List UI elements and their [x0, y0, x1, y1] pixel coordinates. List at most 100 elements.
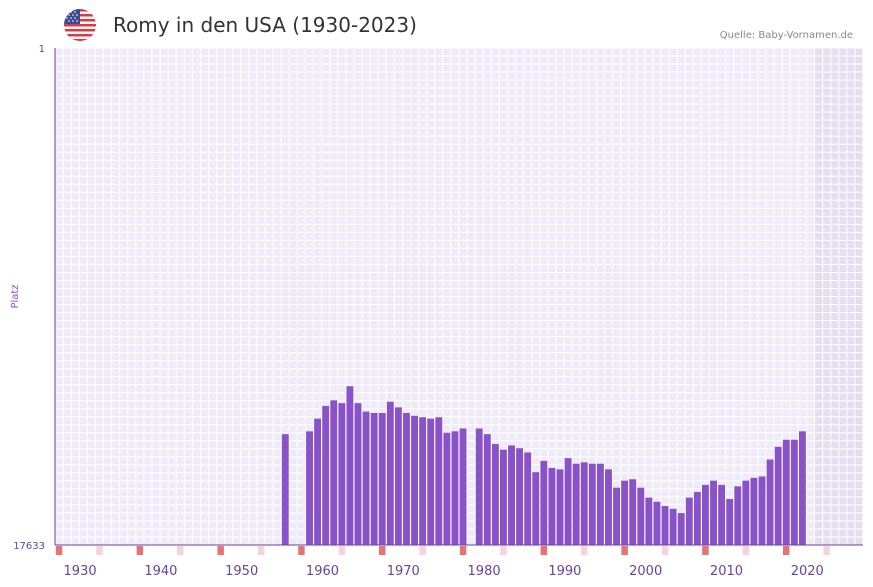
year-markers: [55, 546, 830, 555]
bar: [378, 412, 386, 545]
bar: [475, 428, 483, 545]
bar: [564, 458, 572, 545]
source-credit: Quelle: Baby-Vornamen.de: [719, 30, 853, 41]
bar: [710, 480, 717, 545]
bar: [403, 412, 410, 545]
bar: [548, 467, 556, 545]
bar: [669, 508, 677, 545]
bar: [726, 498, 734, 545]
decade-marker: [217, 546, 224, 555]
bar: [500, 449, 507, 545]
y-tick-label-bottom: 17633: [13, 541, 45, 552]
bar: [451, 431, 459, 545]
decade-marker: [55, 546, 63, 555]
bar: [306, 431, 313, 545]
half-decade-marker: [338, 546, 346, 555]
bar: [661, 506, 669, 545]
half-decade-marker: [742, 546, 750, 555]
x-tick-label: 2000: [629, 564, 662, 579]
x-tick-label: 1930: [64, 564, 97, 579]
bar: [629, 479, 637, 545]
x-tick-label: 1960: [306, 564, 339, 579]
decade-marker: [298, 546, 305, 555]
bar: [435, 417, 443, 545]
bar: [281, 434, 289, 545]
bar: [314, 418, 322, 545]
bar: [637, 487, 645, 545]
bar: [580, 462, 588, 545]
bar: [362, 411, 370, 545]
bar: [702, 484, 709, 545]
bar: [645, 497, 653, 545]
decade-marker: [621, 546, 628, 555]
bar: [790, 439, 798, 545]
bar: [758, 476, 766, 545]
bar: [459, 428, 467, 545]
x-tick-label: 1980: [468, 564, 501, 579]
bar: [338, 403, 346, 545]
bar: [588, 463, 596, 545]
bar: [540, 460, 548, 545]
decade-marker: [783, 546, 790, 555]
bar: [782, 439, 790, 545]
half-decade-marker: [96, 546, 103, 555]
bar: [718, 484, 726, 545]
decade-marker: [702, 546, 709, 555]
bar: [621, 480, 629, 545]
grid-lines: [54, 47, 864, 546]
half-decade-marker: [823, 546, 830, 555]
bar: [491, 444, 499, 545]
x-tick-label: 1940: [144, 564, 177, 579]
half-decade-marker: [177, 546, 184, 555]
bar: [394, 407, 402, 545]
usa-flag-icon: [64, 9, 96, 41]
bar: [605, 469, 612, 545]
bar: [677, 513, 685, 545]
bar: [798, 431, 806, 545]
bars: [281, 386, 806, 545]
y-axis-label: Platz: [10, 284, 21, 308]
bar: [411, 415, 418, 545]
bar: [613, 487, 620, 545]
half-decade-marker: [419, 546, 426, 555]
decade-marker: [540, 546, 548, 555]
axes: 1 17633 Platz: [10, 44, 863, 552]
decade-marker: [136, 546, 144, 555]
x-tick-label: 1990: [548, 564, 581, 579]
half-decade-marker: [581, 546, 588, 555]
bar: [322, 405, 330, 545]
bar: [524, 452, 532, 545]
x-tick-labels: 1930 1940 1950 1960 1970 1980 1990 2000 2010 2020: [64, 564, 824, 579]
bar: [685, 497, 693, 545]
half-decade-marker: [661, 546, 669, 555]
bar: [386, 401, 394, 545]
y-tick-label-top: 1: [39, 44, 45, 55]
x-tick-label: 1970: [387, 564, 420, 579]
bar: [742, 480, 750, 545]
x-tick-label: 2020: [791, 564, 824, 579]
x-tick-label: 2010: [710, 564, 743, 579]
bar: [370, 412, 378, 545]
bar: [483, 434, 491, 545]
x-tick-label: 1950: [225, 564, 258, 579]
bar: [774, 446, 782, 545]
bar: [330, 400, 338, 545]
bar: [653, 501, 661, 545]
bar: [734, 486, 742, 545]
decade-marker: [459, 546, 467, 555]
bar: [419, 417, 427, 545]
bar: [516, 448, 524, 545]
bar: [427, 418, 435, 545]
decade-marker: [379, 546, 386, 555]
half-decade-marker: [500, 546, 507, 555]
bar: [532, 472, 540, 545]
bar: [443, 432, 451, 545]
bar: [354, 403, 362, 545]
chart-title: Romy in den USA (1930-2023): [113, 13, 417, 37]
bar: [693, 491, 701, 545]
bar: [346, 386, 354, 545]
bar: [596, 463, 604, 545]
bar: [766, 459, 774, 545]
bar: [572, 463, 580, 545]
